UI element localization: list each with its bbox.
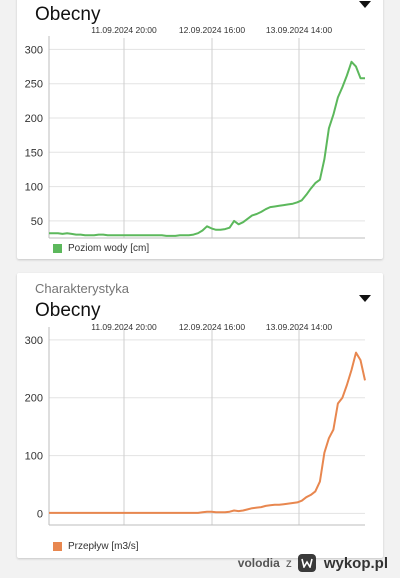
y-tick-label: 200 [25,113,43,125]
y-tick-label: 250 [25,79,43,91]
legend-swatch [53,244,62,253]
chart-legend: Przepływ [m3/s] [53,541,139,552]
dropdown-arrow-icon[interactable] [357,0,373,10]
legend-label: Przepływ [m3/s] [68,541,139,552]
card-title: Obecny [35,4,101,25]
footer-connector: z [285,556,292,570]
legend-swatch [53,542,62,551]
card-title: Obecny [35,300,101,321]
footer: volodia z wykop.pl [238,554,388,572]
x-date-label: 13.09.2024 14:00 [266,322,332,332]
x-date-label: 11.09.2024 20:00 [91,322,157,332]
y-tick-label: 300 [25,335,43,347]
y-tick-label: 100 [25,182,43,194]
series-line [49,351,366,514]
flow-card: Charakterystyka Obecny 0 100 200 300 11.09.2… [17,273,383,558]
dropdown-arrow-icon[interactable] [357,292,373,304]
brand-name[interactable]: wykop.pl [323,554,388,572]
y-tick-label: 300 [25,44,43,56]
y-tick-label: 50 [31,216,43,228]
legend-label: Poziom wody [cm] [68,243,150,254]
card-category: Charakterystyka [35,281,129,296]
y-tick-label: 0 [37,508,43,520]
x-date-label: 12.09.2024 16:00 [179,25,245,35]
water-level-chart: 50 100 150 200 250 300 11.09.2024 20:00 12.09.2… [25,25,365,239]
y-tick-label: 150 [25,147,43,159]
y-tick-label: 100 [25,451,43,463]
water-level-card: Obecny 50 100 150 200 250 300 11.09.2024 20:00… [17,0,383,259]
x-date-label: 12.09.2024 16:00 [179,322,245,332]
x-date-label: 11.09.2024 20:00 [91,25,157,35]
series-line [49,60,365,237]
x-date-label: 13.09.2024 14:00 [266,25,332,35]
y-tick-label: 200 [25,393,43,405]
wykop-logo-icon [297,554,316,572]
chart-legend: Poziom wody [cm] [53,243,149,254]
author-name[interactable]: volodia [237,556,280,570]
flow-chart: 0 100 200 300 11.09.2024 20:00 12.09.2024 16:… [25,322,366,526]
